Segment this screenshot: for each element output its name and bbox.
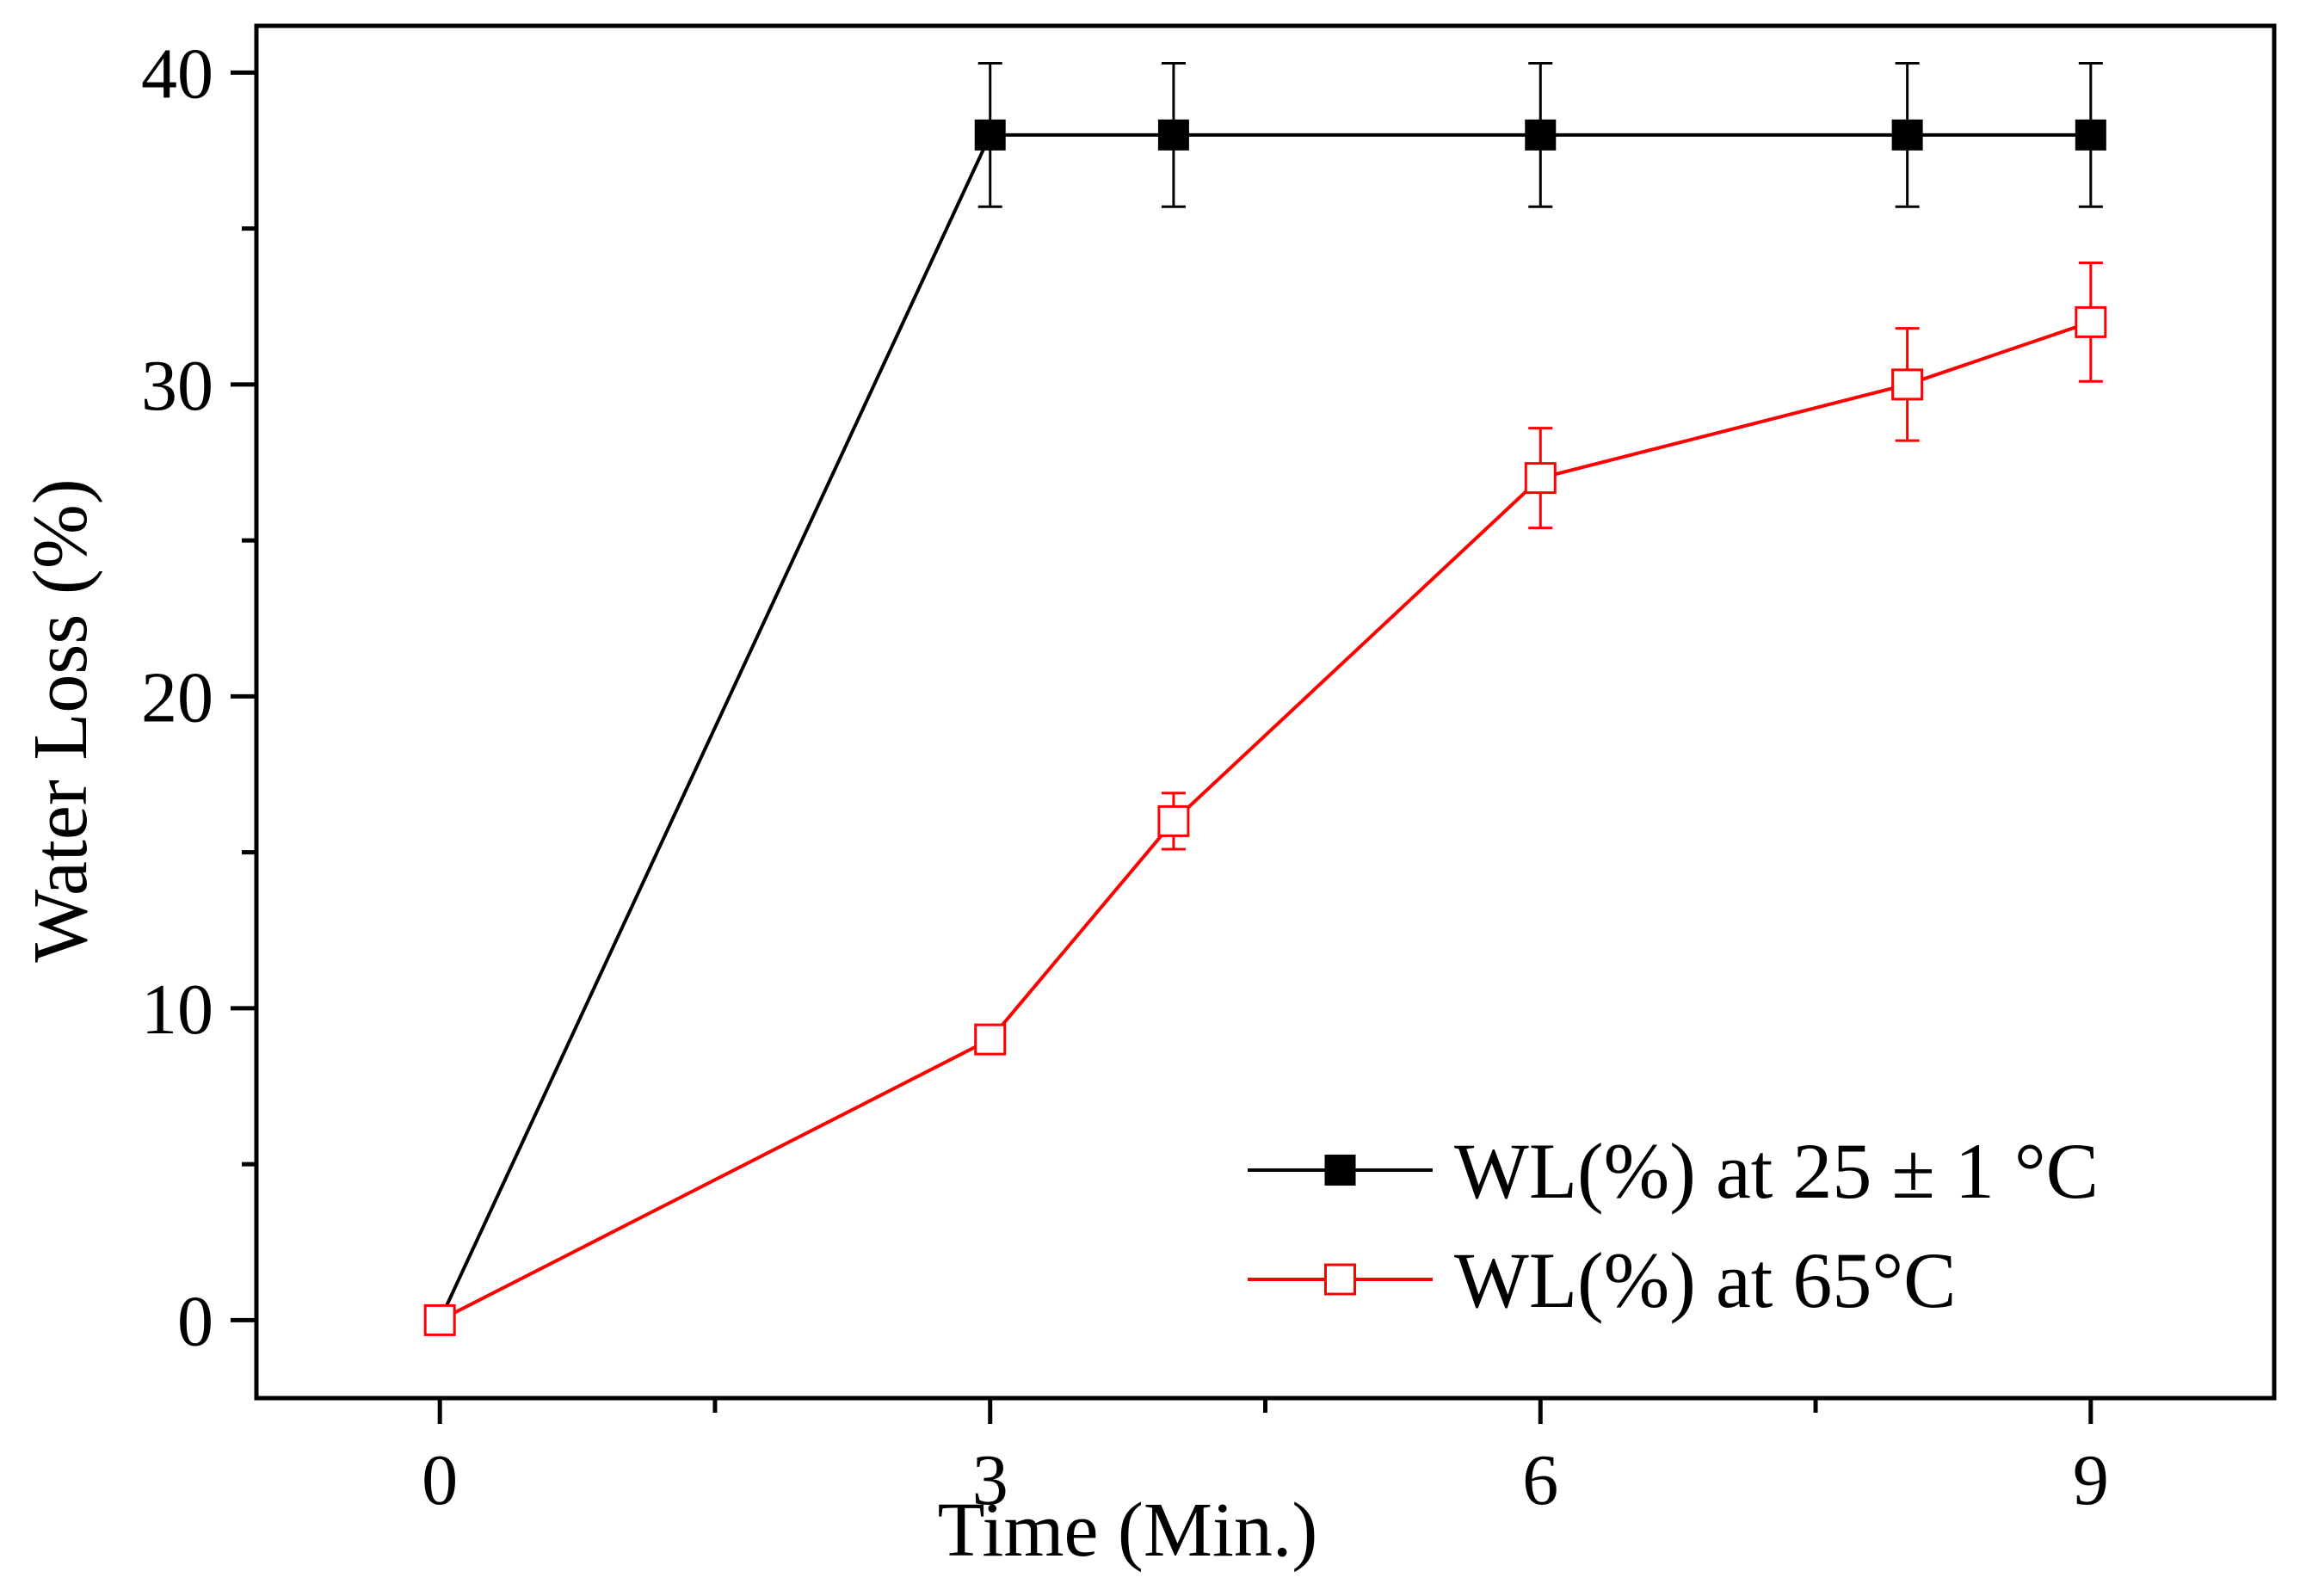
data-point	[1157, 119, 1189, 151]
data-point	[974, 119, 1006, 151]
y-tick-label: 20	[141, 657, 213, 737]
y-tick-label: 0	[177, 1281, 213, 1361]
data-point	[423, 1303, 456, 1336]
x-axis-title: Time (Min.)	[938, 1488, 1318, 1573]
x-tick-label: 0	[422, 1440, 458, 1520]
data-point	[2075, 119, 2106, 151]
legend-label: WL(%) at 25 ± 1 °C	[1454, 1127, 2099, 1215]
data-point	[1524, 462, 1557, 495]
y-tick-label: 30	[141, 346, 213, 426]
x-tick-label: 6	[1522, 1440, 1558, 1520]
plot-layer: 0 3 6 9 0 10 20 30 40 Time (Min.) Water Loss (%)	[18, 23, 2277, 1573]
y-axis-title: Water Loss (%)	[18, 478, 103, 963]
data-point	[1525, 119, 1557, 151]
legend-marker	[1324, 1155, 1356, 1186]
series-line	[438, 132, 2091, 1322]
data-point	[2075, 305, 2107, 338]
data-point	[974, 1023, 1007, 1056]
series-line	[439, 320, 2092, 1322]
legend-entry-2: WL(%) at 65°C	[1248, 1236, 1957, 1324]
y-tick-label: 40	[141, 34, 213, 114]
legend-label: WL(%) at 65°C	[1454, 1236, 1957, 1324]
legend-marker	[1324, 1263, 1356, 1296]
legend: WL(%) at 25 ± 1 °C WL(%) at 65°C	[1248, 1127, 2099, 1324]
legend-entry-1: WL(%) at 25 ± 1 °C	[1248, 1127, 2099, 1215]
x-tick-label: 9	[2073, 1440, 2109, 1520]
data-point	[1157, 804, 1190, 837]
x-tick-label: 3	[972, 1440, 1008, 1520]
data-point	[1891, 368, 1924, 401]
data-point	[1891, 119, 1923, 151]
series-2	[423, 262, 2107, 1336]
y-tick-label: 10	[141, 970, 213, 1050]
